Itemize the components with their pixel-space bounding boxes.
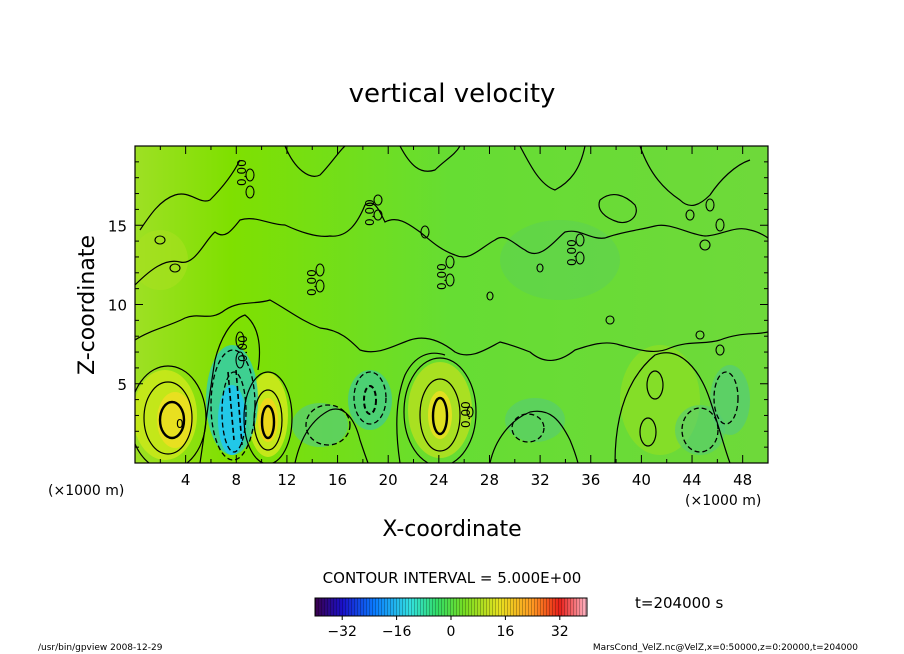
x-tick-label: 24 bbox=[429, 471, 448, 489]
contour-label: 0 bbox=[176, 417, 184, 431]
chart-title: vertical velocity bbox=[349, 79, 556, 109]
x-tick-label: 20 bbox=[379, 471, 398, 489]
colorbar-tick-label: 16 bbox=[496, 624, 514, 640]
colorbar-lines bbox=[315, 598, 587, 616]
contour-label: 0.00 bbox=[235, 159, 249, 186]
time-label: t=204000 s bbox=[635, 594, 723, 612]
x-tick-label: 40 bbox=[632, 471, 651, 489]
contour-interval: CONTOUR INTERVAL = 5.000E+00 bbox=[323, 569, 582, 587]
colorbar-tick-label: 32 bbox=[551, 624, 569, 640]
x-axis-label: X-coordinate bbox=[382, 517, 521, 542]
colorbar-tick-label: −16 bbox=[382, 624, 412, 640]
contour-label: 0.00 bbox=[565, 239, 579, 266]
footer-left: /usr/bin/gpview 2008-12-29 bbox=[38, 643, 163, 653]
contour-label: 0.00 bbox=[305, 269, 319, 296]
y-tick-label: 5 bbox=[117, 376, 127, 394]
contour-label: 0.00 bbox=[435, 263, 449, 290]
small-contour-cells bbox=[154, 168, 725, 418]
x-tick-label: 32 bbox=[531, 471, 550, 489]
x-tick-label: 28 bbox=[480, 471, 499, 489]
colorbar-ticks: −32 −16 0 16 32 bbox=[327, 616, 569, 640]
colorbar-tick-label: −32 bbox=[327, 624, 357, 640]
contour-label: 0.00 bbox=[459, 401, 473, 428]
y-tick-label: 15 bbox=[108, 217, 127, 235]
x-axis: 4 8 12 16 20 24 28 32 36 40 44 48 bbox=[134, 146, 769, 489]
x-tick-label: 12 bbox=[277, 471, 296, 489]
colorbar: −32 −16 0 16 32 bbox=[314, 597, 588, 640]
x-tick-label: 36 bbox=[581, 471, 600, 489]
x-tick-label: 48 bbox=[733, 471, 752, 489]
contour-lines bbox=[135, 146, 768, 463]
contour-label-group: 0.00 0.00 0.00 0.00 0.00 0.00 0.00 0 bbox=[176, 159, 579, 431]
colorbar-tick-label: 0 bbox=[447, 624, 456, 640]
y-axis: 5 10 15 bbox=[108, 145, 768, 464]
x-tick-label: 16 bbox=[328, 471, 347, 489]
x-tick-label: 8 bbox=[232, 471, 242, 489]
x-tick-label: 4 bbox=[181, 471, 191, 489]
y-tick-label: 10 bbox=[108, 297, 127, 315]
x-unit-left: (×1000 m) bbox=[48, 483, 124, 499]
contour-label: 0.00 bbox=[236, 335, 250, 362]
x-unit-right: (×1000 m) bbox=[685, 493, 761, 509]
contour-label: 0.00 bbox=[363, 199, 377, 226]
footer-right: MarsCond_VelZ.nc@VelZ,x=0:50000,z=0:2000… bbox=[593, 643, 858, 653]
y-axis-label: Z-coordinate bbox=[75, 235, 100, 375]
contour-lines-negative bbox=[210, 349, 739, 461]
plot-area: 0.00 0.00 0.00 0.00 0.00 0.00 0.00 0 bbox=[135, 146, 768, 463]
x-tick-label: 44 bbox=[682, 471, 701, 489]
